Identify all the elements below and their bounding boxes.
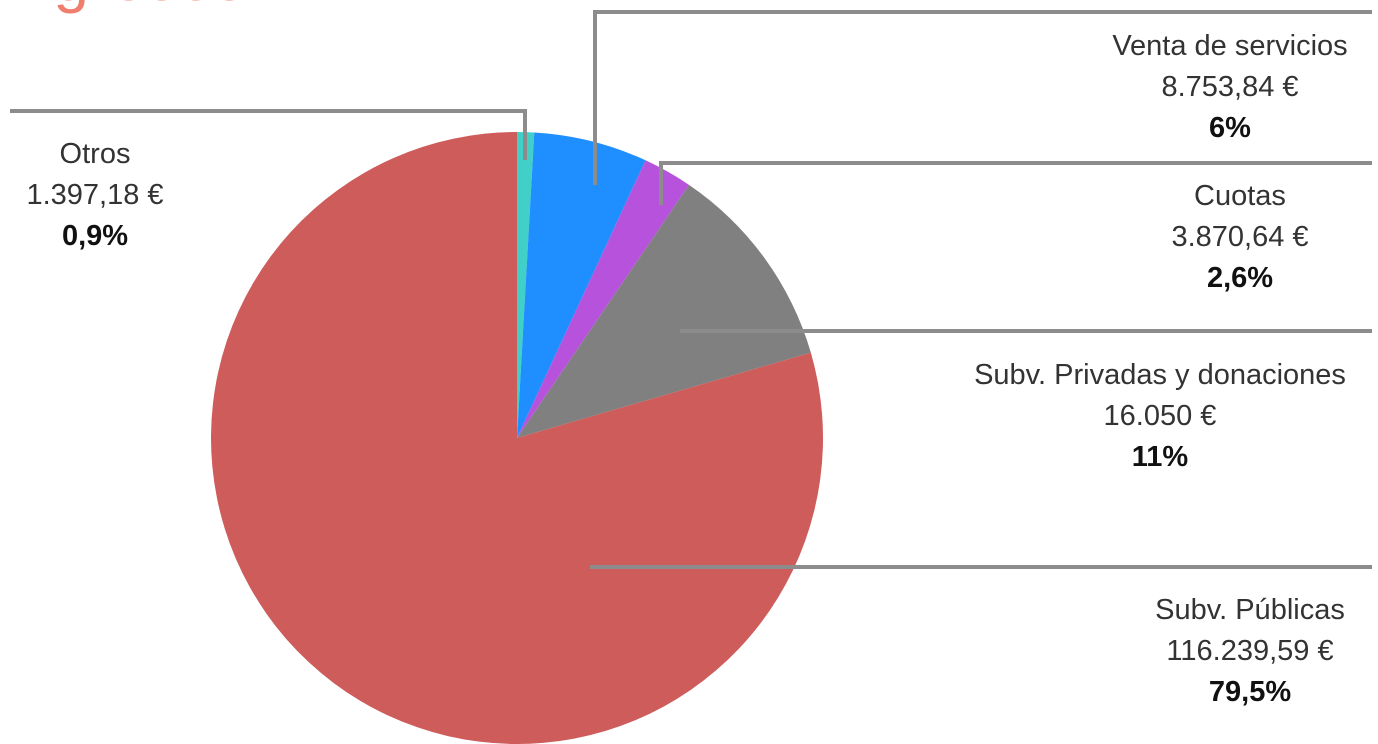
pie-slice-otros [517, 132, 535, 438]
chart-title: Ingresos [0, 0, 245, 10]
label-otros-name: Otros [59, 138, 131, 170]
label-cuotas-amount: 3.870,64 € [1171, 221, 1309, 253]
label-otros: Otros 1.397,18 € 0,9% [10, 134, 180, 257]
label-subv-publicas: Subv. Públicas 116.239,59 € 79,5% [1130, 590, 1370, 713]
label-subv-privadas-percent: 11% [1131, 441, 1189, 473]
label-subv-publicas-percent: 79,5% [1208, 676, 1292, 708]
label-subv-publicas-amount: 116.239,59 € [1166, 635, 1334, 667]
label-otros-amount: 1.397,18 € [26, 179, 164, 211]
label-cuotas-percent: 2,6% [1206, 262, 1274, 294]
label-subv-privadas: Subv. Privadas y donaciones 16.050 € 11% [940, 355, 1378, 478]
label-cuotas-name: Cuotas [1194, 180, 1286, 212]
pie-slice-cuotas [517, 160, 689, 439]
label-subv-privadas-name: Subv. Privadas y donaciones [974, 359, 1346, 391]
pie-slice-subv-privadas-y-donaciones [517, 184, 811, 438]
leader-line-cuotas [659, 161, 1372, 205]
label-venta-servicios-amount: 8.753,84 € [1161, 71, 1299, 103]
label-otros-percent: 0,9% [61, 220, 129, 252]
label-subv-privadas-amount: 16.050 € [1103, 400, 1217, 432]
label-subv-publicas-name: Subv. Públicas [1155, 594, 1345, 626]
label-venta-servicios-name: Venta de servicios [1112, 30, 1348, 62]
label-venta-servicios: Venta de servicios 8.753,84 € 6% [1080, 26, 1378, 149]
leader-line-otros [10, 109, 527, 160]
label-cuotas: Cuotas 3.870,64 € 2,6% [1140, 176, 1340, 299]
leader-line-venta-servicios [593, 10, 1372, 185]
pie-slice-venta-de-servicios [517, 132, 646, 438]
label-venta-servicios-percent: 6% [1209, 112, 1251, 144]
pie-slice-subv-p-blicas [210, 132, 823, 744]
